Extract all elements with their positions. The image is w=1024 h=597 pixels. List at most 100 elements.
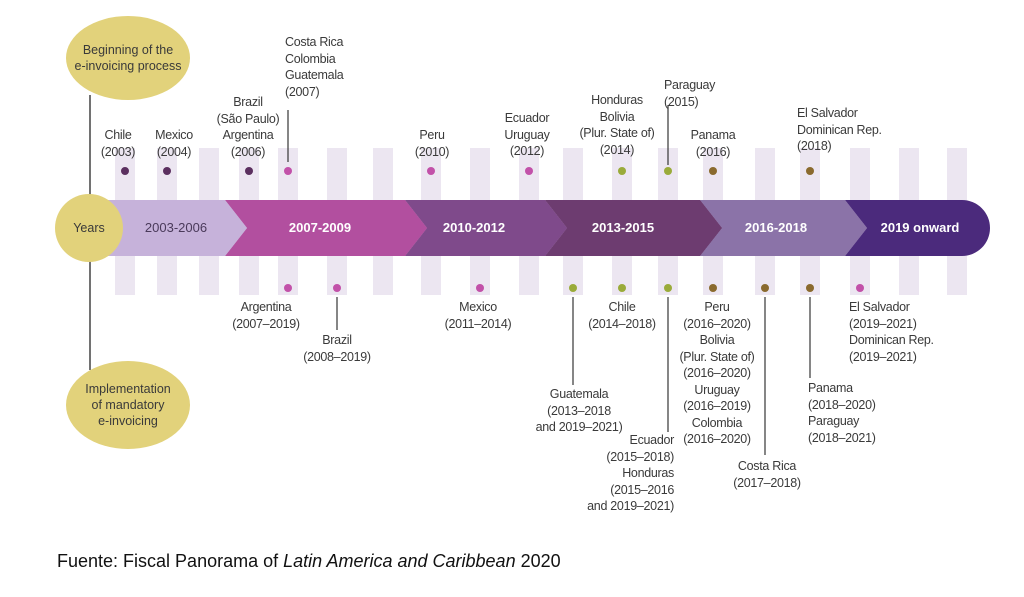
label-line: (2016–2019) (683, 399, 751, 413)
label-line: Mexico (459, 300, 497, 314)
label-line: El Salvador (849, 300, 910, 314)
label-line: Panama (808, 381, 853, 395)
label-line: (2015–2016 (610, 482, 674, 497)
label-line: (São Paulo) (216, 111, 280, 126)
label-line: Argentina (240, 300, 292, 314)
start-dot (806, 167, 814, 175)
label-line: Costa Rica (737, 459, 797, 473)
label-line: Honduras (591, 93, 643, 107)
label-line: (2004) (156, 144, 192, 159)
start-country-label: Brazil (São Paulo) Argentina (2006) (217, 94, 280, 160)
start-dot (245, 167, 253, 175)
start-dot (525, 167, 533, 175)
start-dot (427, 167, 435, 175)
beginning-ellipse-label: Beginning of the e-invoicing process (75, 42, 182, 74)
implementation-dot (664, 284, 672, 292)
implementation-country-label: Peru (2016–2020) Bolivia (Plur. State of) (2… (679, 299, 754, 448)
label-line: Costa Rica (285, 35, 344, 49)
label-line: (2007) (285, 84, 320, 99)
start-country-label: Costa Rica Colombia Guatemala (2007) (285, 34, 344, 100)
label-line: and 2019–2021) (535, 420, 623, 434)
label-line: Dominican Rep. (797, 122, 882, 137)
timeline-segment (225, 200, 427, 256)
label-line: (2012) (509, 144, 545, 158)
caption-italic: Latin America and Caribbean (283, 551, 516, 571)
label-line: (2018) (797, 139, 832, 153)
label-line: (2007–2019) (232, 316, 300, 331)
implementation-dot (476, 284, 484, 292)
implementation-country-label: Guatemala (2013–2018 and 2019–2021) (536, 386, 623, 436)
label-line: (2019–2021) (849, 349, 917, 364)
segment-arrow-tip (405, 200, 427, 256)
label-line: Chile (608, 300, 636, 314)
label-line: (2010) (414, 144, 450, 159)
implementation-country-label: Chile (2014–2018) (588, 299, 656, 332)
ellipse-text: Beginning of the (82, 43, 174, 57)
implementation-dot (856, 284, 864, 292)
label-line: Paraguay (808, 414, 860, 428)
label-line: Brazil (322, 333, 352, 347)
start-dot (709, 167, 717, 175)
implementation-dot (709, 284, 717, 292)
label-line: Paraguay (664, 78, 716, 92)
start-country-label: Paraguay (2015) (664, 77, 715, 110)
segment-label: 2013-2015 (591, 220, 655, 235)
implementation-country-label: El Salvador (2019–2021) Dominican Rep. (201… (849, 299, 934, 365)
label-line: (2016–2020) (683, 366, 751, 380)
years-label: Years (73, 221, 105, 235)
label-line: (2016–2020) (683, 432, 751, 446)
implementation-dot (569, 284, 577, 292)
start-dot (284, 167, 292, 175)
start-country-label: Honduras Bolivia (Plur. State of) (2014) (579, 92, 654, 158)
label-line: Mexico (155, 128, 193, 142)
label-line: (2016–2020) (683, 316, 751, 331)
segment-label: 2019 onward (880, 220, 960, 235)
timeline-segment (108, 200, 247, 256)
years-circle (55, 194, 123, 262)
implementation-dot (333, 284, 341, 292)
implementation-ellipse-label: Implementation of mandatory e-invoicing (85, 381, 170, 429)
label-line: Bolivia (699, 333, 735, 347)
label-line: Guatemala (549, 387, 609, 401)
caption-text: Fuente: Fiscal Panorama of (57, 551, 284, 571)
implementation-country-label: Ecuador (2015–2018) Honduras (2015–2016 and … (587, 432, 674, 515)
label-line: (2015) (664, 94, 699, 109)
label-line: (2011–2014) (444, 316, 512, 331)
segment-arrow-tip (225, 200, 247, 256)
caption-text: 2020 (515, 551, 561, 571)
start-dot (618, 167, 626, 175)
label-line: (2018–2020) (808, 397, 876, 412)
implementation-dot (761, 284, 769, 292)
start-country-label: Panama (2016) (691, 127, 736, 160)
label-line: Ecuador (504, 111, 550, 125)
label-line: Chile (104, 128, 132, 142)
label-line: (2006) (230, 144, 266, 159)
label-line: Panama (690, 128, 736, 142)
implementation-country-label: Brazil (2008–2019) (303, 332, 371, 365)
label-line: (2003) (100, 144, 136, 159)
start-dot (121, 167, 129, 175)
label-line: (2017–2018) (733, 475, 801, 490)
start-country-label: Peru (2010) (414, 127, 450, 160)
label-line: (2014–2018) (588, 316, 656, 331)
segment-label: 2007-2009 (288, 220, 352, 235)
implementation-dot (806, 284, 814, 292)
ellipse-text: e-invoicing (98, 414, 158, 428)
label-line: Guatemala (285, 68, 344, 82)
segment-label: 2010-2012 (442, 220, 506, 235)
ellipse-text: of mandatory (91, 398, 165, 412)
implementation-ellipse (66, 361, 190, 449)
label-line: Argentina (222, 128, 274, 142)
start-country-label: Ecuador Uruguay (2012) (504, 110, 549, 160)
label-line: (2008–2019) (303, 349, 371, 364)
label-line: Colombia (691, 415, 743, 430)
start-dot (664, 167, 672, 175)
label-line: Peru (419, 128, 445, 142)
label-line: Colombia (285, 51, 336, 66)
segment-arrow-tip (545, 200, 567, 256)
implementation-dot (618, 284, 626, 292)
label-line: (2013–2018 (547, 403, 611, 418)
implementation-dot (284, 284, 292, 292)
ellipse-text: e-invoicing process (74, 59, 182, 73)
label-line: and 2019–2021) (587, 499, 674, 513)
